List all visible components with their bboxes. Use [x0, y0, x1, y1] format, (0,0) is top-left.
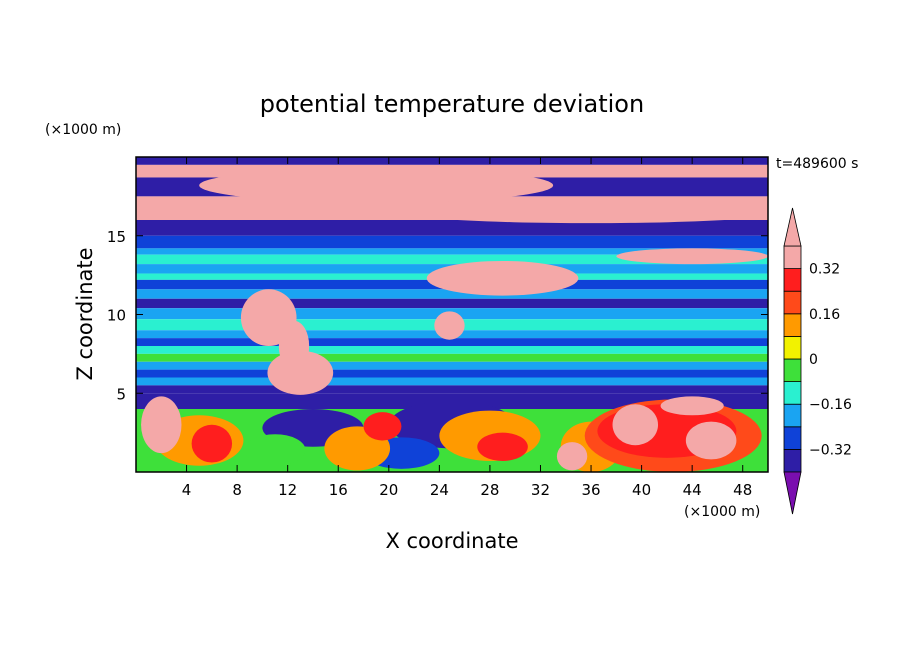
field-band [136, 369, 768, 378]
y-tick-label: 5 [116, 385, 126, 403]
field-band [136, 157, 768, 165]
x-tick-label: 20 [379, 481, 398, 499]
colorbar-segment [783, 335, 802, 360]
contour-field [136, 157, 768, 472]
field-band [136, 377, 768, 386]
field-feature [612, 404, 659, 446]
colorbar-segment [783, 268, 802, 292]
colorbar-segment [783, 381, 802, 405]
x-tick-label: 12 [278, 481, 297, 499]
field-band [136, 346, 768, 354]
y-axis-label: Z coordinate [73, 247, 97, 380]
x-tick-label: 48 [733, 481, 752, 499]
field-band [136, 353, 768, 362]
field-feature [556, 442, 588, 471]
colorbar-segment [783, 426, 802, 450]
x-tick-label: 32 [531, 481, 550, 499]
x-tick-label: 36 [581, 481, 600, 499]
x-tick-label: 16 [329, 481, 348, 499]
field-feature [434, 311, 465, 340]
x-axis: 4 8 12 16 20 24 28 32 36 40 44 48 [182, 157, 752, 499]
field-band [136, 235, 768, 249]
x-tick-label: 24 [430, 481, 449, 499]
x-axis-label: X coordinate [385, 529, 518, 553]
x-tick-label: 28 [480, 481, 499, 499]
colorbar-tick-label: −0.32 [809, 442, 852, 458]
field-feature [616, 248, 768, 265]
x-tick-label: 4 [182, 481, 192, 499]
colorbar: 0.32 0.16 0 −0.16 −0.32 [783, 207, 852, 515]
field-band [136, 298, 768, 309]
x-unit-label: (×1000 m) [684, 504, 760, 520]
field-feature [244, 434, 306, 466]
field-feature [426, 260, 579, 296]
field-feature [477, 432, 528, 461]
colorbar-segment [783, 448, 802, 473]
colorbar-tick-label: 0.32 [809, 262, 840, 278]
field-feature [388, 197, 768, 224]
x-tick-label: 8 [232, 481, 242, 499]
y-tick-label: 10 [107, 307, 126, 325]
field-band [136, 385, 768, 394]
field-feature [278, 320, 310, 372]
y-axis: 5 10 15 [107, 228, 768, 403]
x-tick-label: 44 [683, 481, 702, 499]
field-feature [660, 396, 724, 416]
colorbar-segment [783, 313, 802, 337]
colorbar-tick-label: −0.16 [809, 397, 852, 413]
colorbar-segment [783, 358, 802, 383]
y-tick-label: 15 [107, 228, 126, 246]
x-tick-label: 40 [632, 481, 651, 499]
colorbar-tick-label: 0 [809, 352, 818, 368]
colorbar-tick-label: 0.16 [809, 307, 840, 323]
colorbar-extend-top [783, 207, 802, 247]
colorbar-extend-bottom [783, 471, 802, 515]
colorbar-segment [783, 403, 802, 428]
field-feature [191, 424, 233, 463]
field-band [136, 338, 768, 346]
time-label: t=489600 s [776, 156, 858, 172]
field-feature [685, 421, 737, 460]
field-feature [199, 168, 554, 203]
colorbar-segment [783, 290, 802, 315]
field-band [136, 254, 768, 265]
chart-title: potential temperature deviation [260, 90, 644, 118]
field-band [136, 220, 768, 236]
field-band [136, 289, 768, 299]
field-band [136, 248, 768, 255]
field-feature [141, 396, 182, 454]
field-feature [363, 412, 402, 441]
colorbar-segment [783, 245, 802, 270]
field-band [136, 361, 768, 370]
y-unit-label: (×1000 m) [45, 122, 121, 138]
